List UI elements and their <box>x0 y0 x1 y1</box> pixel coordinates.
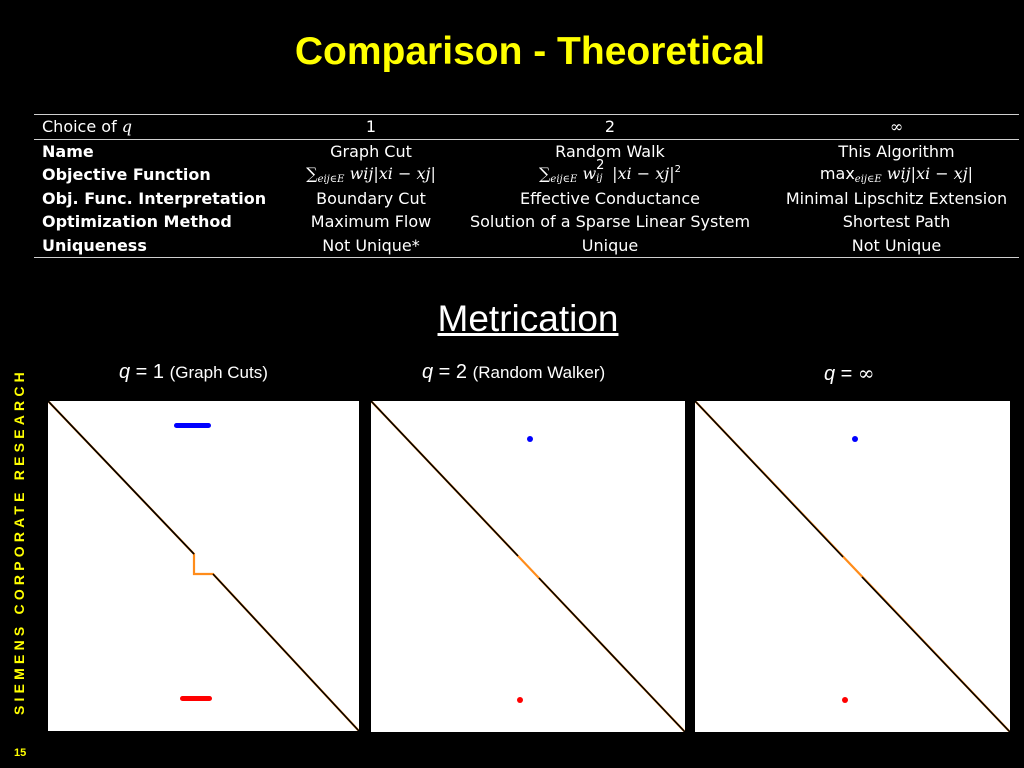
boundary-dark-upper <box>695 401 844 558</box>
cell-objective-3: maxeij∈E wij|xi − xj| <box>819 164 974 186</box>
row-label-name: Name <box>42 141 94 161</box>
table-row-interpretation: Obj. Func. Interpretation Boundary Cut E… <box>34 187 1019 211</box>
segmentation-figure-graph-cuts <box>48 401 359 731</box>
cell-objective-2: ∑eij∈E w 2 ij |xi − xj|2 <box>539 158 681 186</box>
cell-uniqueness-1: Not Unique* <box>296 233 446 258</box>
boundary-dark-lower <box>538 577 685 732</box>
bottom-seed-bar <box>180 696 212 701</box>
bottom-seed-dot <box>842 697 848 703</box>
row-label-uniqueness: Uniqueness <box>34 233 296 258</box>
slide-title: Comparison - Theoretical <box>294 30 766 73</box>
cell-interpretation-2: Effective Conductance <box>520 188 700 208</box>
table-row-optimization: Optimization Method Maximum Flow Solutio… <box>34 210 1019 234</box>
row-label-objective: Objective Function <box>42 165 211 185</box>
header-choice-label: Choice of q <box>34 114 296 140</box>
cell-name-3: This Algorithm <box>838 141 955 161</box>
cell-optimization-3: Shortest Path <box>842 212 951 232</box>
cell-interpretation-1: Boundary Cut <box>316 188 426 208</box>
segmentation-panel-random-walker <box>371 401 685 732</box>
boundary-dark-upper <box>371 401 519 557</box>
table-row-uniqueness: Uniqueness Not Unique* Unique Not Unique <box>34 233 1019 258</box>
panel-label-q1: q = 1 (Graph Cuts) <box>119 361 268 383</box>
top-seed-dot <box>527 436 533 442</box>
comparison-table: Choice of q 1 2 ∞ Name Graph Cut Random … <box>34 114 1019 258</box>
cell-uniqueness-3: Not Unique <box>774 233 1019 258</box>
top-seed-bar <box>174 423 211 428</box>
segmentation-figure-random-walker <box>371 401 685 732</box>
bottom-seed-dot <box>517 697 523 703</box>
segmentation-figure-q-infinity <box>695 401 1010 732</box>
segmentation-panel-q-infinity <box>695 401 1010 732</box>
cell-optimization-2: Solution of a Sparse Linear System <box>469 212 751 232</box>
table-row-name: Name Graph Cut Random Walk This Algorith… <box>34 139 1019 163</box>
boundary-dark-lower <box>212 573 359 731</box>
table-header-row: Choice of q 1 2 ∞ <box>34 114 1019 140</box>
page-number: 15 <box>14 747 27 759</box>
header-col-3: ∞ <box>774 114 1019 140</box>
boundary-dark-lower <box>861 576 1010 732</box>
panel-label-q2: q = 2 (Random Walker) <box>422 361 606 383</box>
header-col-1: 1 <box>296 114 446 140</box>
row-label-interpretation: Obj. Func. Interpretation <box>42 188 267 208</box>
cell-interpretation-3: Minimal Lipschitz Extension <box>785 188 1008 208</box>
top-seed-dot <box>852 436 858 442</box>
row-label-optimization: Optimization Method <box>42 212 232 232</box>
sidebar-brand-text: SIEMENS CORPORATE RESEARCH <box>11 368 27 715</box>
panel-label-qinf: q = ∞ <box>824 361 875 385</box>
cell-name-2: Random Walk <box>555 141 665 161</box>
boundary-dark-upper <box>48 401 195 555</box>
cell-uniqueness-2: Unique <box>446 233 774 258</box>
header-col-2: 2 <box>446 114 774 140</box>
cell-optimization-1: Maximum Flow <box>310 212 432 232</box>
segmentation-panel-graph-cuts <box>48 401 359 731</box>
cell-name-1: Graph Cut <box>330 141 412 161</box>
table-row-objective: Objective Function ∑eij∈E wij|xi − xj| ∑… <box>34 158 1019 187</box>
cell-objective-1: ∑eij∈E wij|xi − xj| <box>306 164 436 186</box>
metrication-heading: Metrication <box>437 298 619 339</box>
